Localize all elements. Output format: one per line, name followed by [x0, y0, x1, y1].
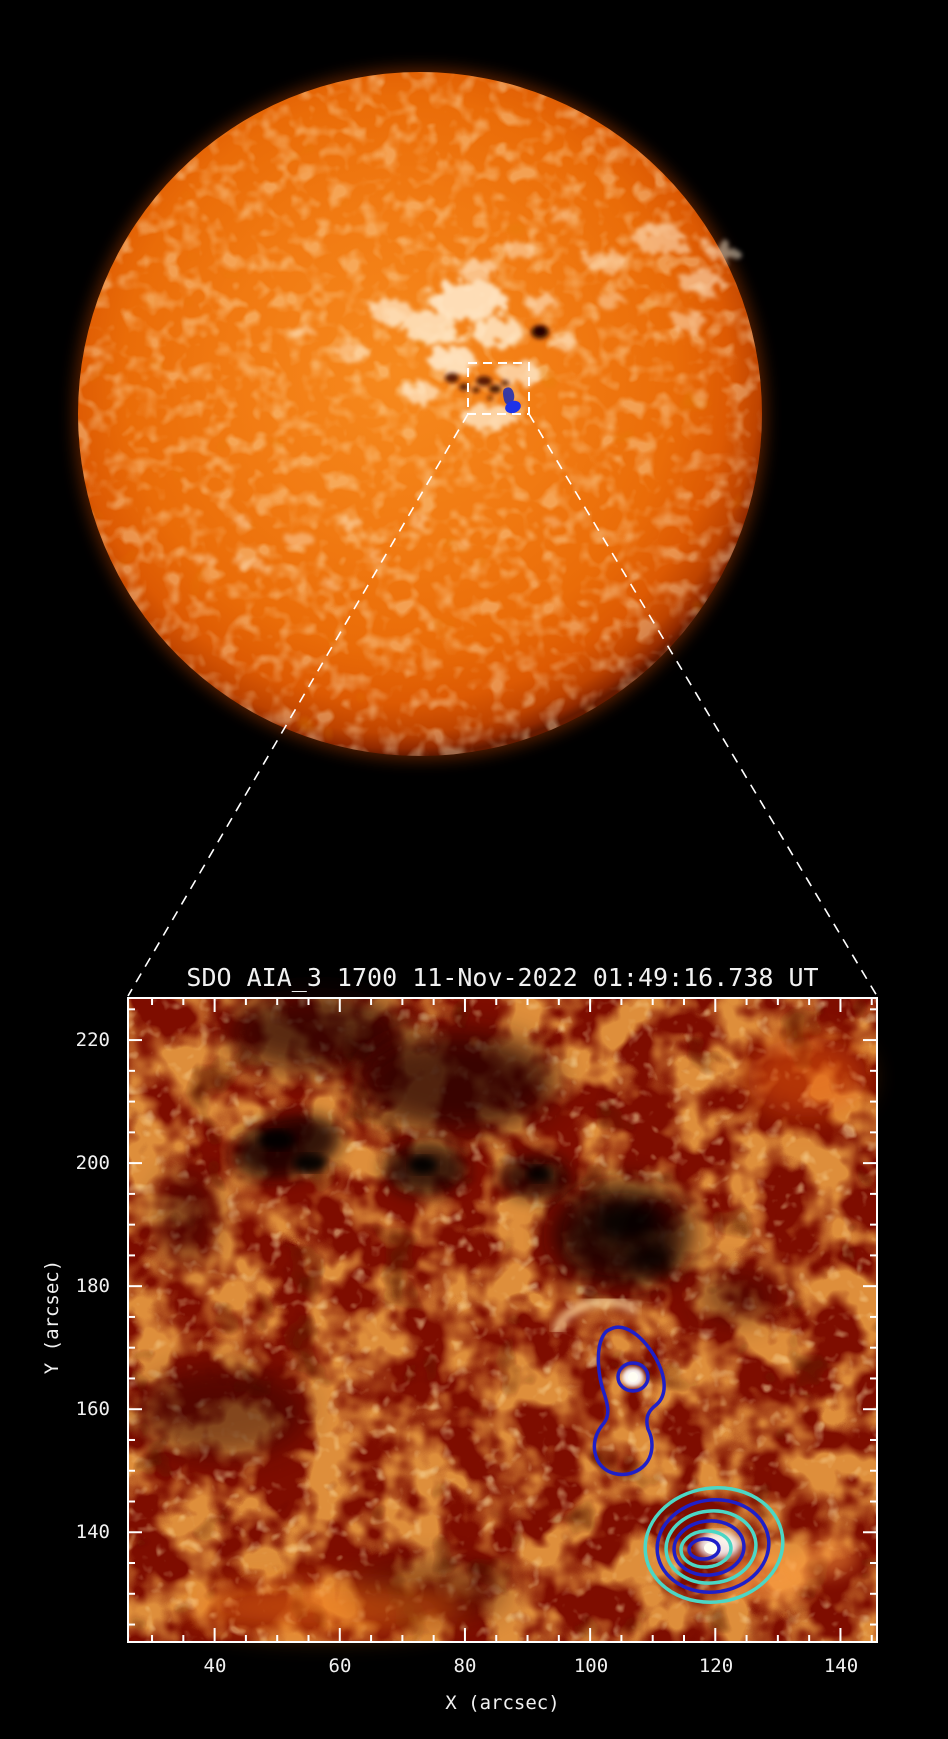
sun-granulation-bright — [78, 72, 762, 756]
panel-title: SDO AIA_3 1700 11-Nov-2022 01:49:16.738 … — [186, 963, 819, 992]
y-tick-label-180: 180 — [75, 1275, 110, 1297]
axis-ticks — [129, 999, 876, 1641]
sunspots — [445, 325, 549, 401]
nested-contour-6-blue — [687, 1537, 721, 1561]
x-tick-label-140: 140 — [823, 1655, 859, 1677]
x-axis-label: X (arcsec) — [445, 1692, 560, 1714]
x-tick-label-120: 120 — [698, 1655, 734, 1677]
disk-source-markers — [503, 387, 521, 414]
y-tick-label-200: 200 — [75, 1152, 110, 1174]
zoom-panel-image — [127, 992, 878, 1643]
panel-bright-features — [187, 1037, 867, 1632]
disk-marker-contour — [503, 387, 515, 405]
disk-marker-dot — [505, 400, 521, 414]
nested-contour-5-cyan — [679, 1529, 733, 1569]
roi-connector-left — [127, 413, 469, 997]
x-tick-label-40: 40 — [203, 1655, 227, 1677]
x-tick-label-60: 60 — [328, 1655, 352, 1677]
y-axis-label: Y (arcsec) — [41, 1259, 63, 1375]
roi-dashed-box — [467, 362, 530, 415]
nested-contour-1-cyan — [643, 1485, 785, 1605]
y-tick-label-160: 160 — [75, 1398, 110, 1420]
nested-contour-2-blue — [655, 1498, 771, 1594]
y-tick-label-140: 140 — [75, 1521, 110, 1543]
x-tick-label-80: 80 — [453, 1655, 477, 1677]
nested-contour-4-blue — [672, 1519, 746, 1577]
axes-frame — [127, 997, 878, 1643]
upper-blue-core-ring — [616, 1361, 650, 1393]
plage-regions — [194, 207, 738, 591]
source-contours — [592, 1325, 785, 1605]
x-tick-label-100: 100 — [573, 1655, 609, 1677]
nested-contour-3-cyan — [664, 1509, 758, 1585]
upper-blue-contour — [592, 1325, 666, 1477]
roi-connector-right — [528, 413, 878, 997]
y-tick-label-220: 220 — [75, 1029, 110, 1051]
full-disk-sun-image — [74, 68, 766, 760]
